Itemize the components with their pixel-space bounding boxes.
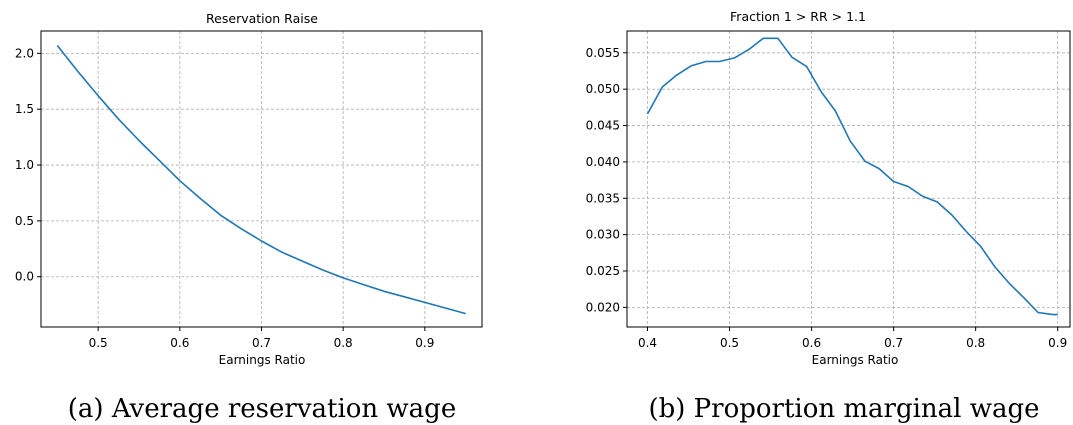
y-tick-label: 0.035 xyxy=(586,191,620,205)
x-tick-label: 0.8 xyxy=(966,336,985,350)
y-tick-label: 0.050 xyxy=(586,82,620,96)
x-tick-label: 0.6 xyxy=(802,336,821,350)
chart-a-caption: (a) Average reservation wage xyxy=(68,394,456,424)
y-tick-label: 1.5 xyxy=(15,102,34,116)
chart-b-xlabel: Earnings Ratio xyxy=(812,353,899,367)
chart-b-series xyxy=(646,37,1058,316)
series-line xyxy=(646,37,1058,316)
chart-a-grid xyxy=(41,31,482,327)
series-line xyxy=(56,45,466,315)
x-tick-label: 0.9 xyxy=(1048,336,1067,350)
chart-a-reservation-raise: Reservation Raise 0.5 0.6 0.7 0.8 0.9 0.0 0.5 1… xyxy=(15,11,483,424)
chart-b-title: Fraction 1 > RR > 1.1 xyxy=(730,9,866,24)
y-tick-label: 0.5 xyxy=(15,214,34,228)
y-tick-label: 2.0 xyxy=(15,46,34,60)
x-tick-label: 0.8 xyxy=(334,336,353,350)
x-tick-label: 0.5 xyxy=(89,336,108,350)
x-tick-label: 0.6 xyxy=(170,336,189,350)
y-tick-label: 0.030 xyxy=(586,228,620,242)
chart-b-ticks: 0.4 0.5 0.6 0.7 0.8 0.9 0.020 0.025 0.030 0.035 0.… xyxy=(586,46,1068,350)
y-tick-label: 0.020 xyxy=(586,300,620,314)
x-tick-label: 0.4 xyxy=(638,336,657,350)
chart-a-xlabel: Earnings Ratio xyxy=(219,353,306,367)
chart-b-axes-frame xyxy=(626,30,1071,328)
y-tick-label: 1.0 xyxy=(15,158,34,172)
x-tick-label: 0.7 xyxy=(884,336,903,350)
x-tick-label: 0.9 xyxy=(415,336,434,350)
y-tick-label: 0.025 xyxy=(586,264,620,278)
x-tick-label: 0.5 xyxy=(720,336,739,350)
chart-b-grid xyxy=(627,31,1070,327)
chart-a-title: Reservation Raise xyxy=(206,11,318,26)
y-tick-label: 0.0 xyxy=(15,270,34,284)
y-tick-label: 0.055 xyxy=(586,46,620,60)
chart-a-series xyxy=(56,45,466,315)
y-tick-label: 0.045 xyxy=(586,119,620,133)
chart-a-ticks: 0.5 0.6 0.7 0.8 0.9 0.0 0.5 1.0 1.5 2.0 xyxy=(15,46,434,350)
chart-b-caption: (b) Proportion marginal wage xyxy=(648,394,1039,424)
x-tick-label: 0.7 xyxy=(252,336,271,350)
y-tick-label: 0.040 xyxy=(586,155,620,169)
chart-b-fraction: Fraction 1 > RR > 1.1 0.4 0.5 0.6 0.7 0.8 0.9… xyxy=(586,9,1071,424)
